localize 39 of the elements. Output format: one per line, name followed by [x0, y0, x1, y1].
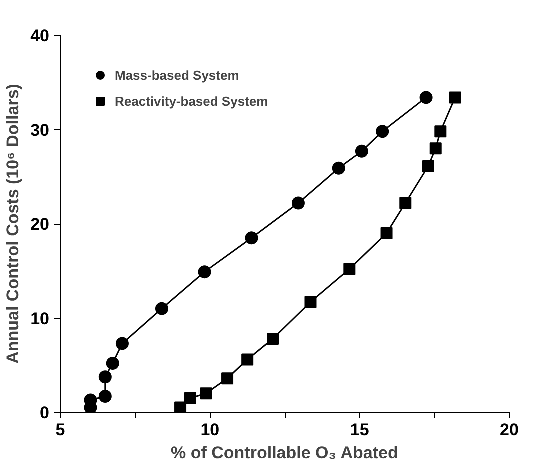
point [106, 357, 120, 370]
point [198, 266, 212, 279]
x-tick-label: 5 [56, 420, 66, 440]
point [222, 372, 234, 385]
point [292, 196, 305, 210]
point [449, 92, 462, 104]
x-tick-label: 10 [200, 420, 220, 440]
point [332, 162, 346, 175]
point [376, 125, 390, 138]
legend-label: Mass-based System [115, 68, 240, 82]
point [98, 370, 112, 384]
point [344, 263, 356, 276]
y-tick-label: 20 [30, 215, 50, 234]
point [242, 354, 254, 366]
point [380, 227, 393, 240]
point [200, 388, 212, 400]
point [420, 91, 433, 104]
point [155, 302, 168, 316]
y-tick-label: 40 [30, 26, 50, 46]
point [245, 232, 258, 245]
x-axis-title: % of Controllable O₃ Abated [171, 444, 398, 462]
y-tick-label: 10 [30, 309, 50, 328]
x-tick-label: 15 [350, 420, 370, 440]
x-tick-label: 20 [500, 420, 519, 440]
point [116, 337, 129, 350]
y-axis-title: Annual Control Costs (10⁶ Dollars) [4, 84, 23, 364]
legend-label: Reactivity-based System [115, 94, 268, 108]
point [184, 392, 196, 404]
point [98, 390, 112, 403]
y-tick-label: 30 [30, 120, 50, 140]
point [400, 197, 412, 210]
point [267, 332, 280, 345]
point [304, 296, 317, 308]
point [355, 144, 368, 158]
y-tick-label: 0 [40, 404, 50, 422]
point [174, 402, 187, 412]
point [422, 160, 434, 173]
point [434, 126, 447, 138]
point [430, 142, 442, 155]
